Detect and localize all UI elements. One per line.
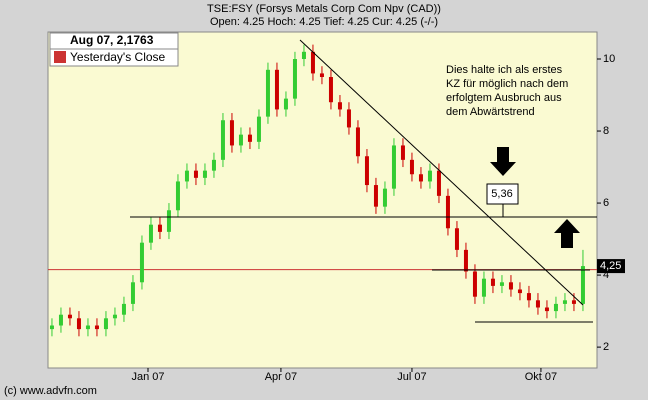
candle-body xyxy=(130,282,135,304)
candle-body xyxy=(76,318,81,330)
candle-body xyxy=(499,282,504,286)
candle-body xyxy=(544,307,549,312)
copyright: (c) www.advfn.com xyxy=(4,385,97,397)
candle-body xyxy=(571,300,576,304)
x-tick-label: Jan 07 xyxy=(131,371,164,383)
candle-body xyxy=(202,170,207,178)
candle-body xyxy=(436,170,441,196)
candle-body xyxy=(112,314,117,319)
legend: Aug 07, 2,1763 Yesterday's Close xyxy=(49,32,179,67)
x-tick-label: Okt 07 xyxy=(525,371,557,383)
chart-title: TSE:FSY (Forsys Metals Corp Com Npv (CAD… xyxy=(207,3,441,15)
y-tick-label: 4 xyxy=(603,269,609,281)
candle-body xyxy=(58,314,63,326)
x-tick-label: Apr 07 xyxy=(265,371,297,383)
candle-body xyxy=(220,120,225,160)
candle-body xyxy=(337,102,342,110)
candle-body xyxy=(94,325,99,330)
candle-body xyxy=(139,242,144,283)
candle-body xyxy=(382,188,387,207)
candle-body xyxy=(562,300,567,304)
legend-row xyxy=(49,48,179,67)
legend-label: Yesterday's Close xyxy=(70,50,166,64)
y-tick-label: 6 xyxy=(603,197,609,209)
candle-body xyxy=(85,325,90,330)
candle-body xyxy=(319,73,324,78)
annotation-line: KZ für möglich nach dem xyxy=(446,78,568,90)
legend-swatch xyxy=(54,51,66,63)
chart-subtitle: Open: 4.25 Hoch: 4.25 Tief: 4.25 Cur: 4.… xyxy=(210,16,438,28)
candle-body xyxy=(427,170,432,182)
annotation-line: dem Abwärtstrend xyxy=(446,106,535,118)
candle-body xyxy=(67,314,72,319)
annotation-line: Dies halte ich als erstes xyxy=(446,64,563,76)
candle-body xyxy=(328,77,333,103)
candle-body xyxy=(472,271,477,297)
candle-body xyxy=(283,98,288,110)
candle-body xyxy=(121,303,126,315)
y-tick-label: 2 xyxy=(603,341,609,353)
candle-body xyxy=(175,181,180,211)
candle-body xyxy=(211,159,216,171)
candle-body xyxy=(346,109,351,128)
candle-body xyxy=(274,69,279,110)
candle-body xyxy=(364,156,369,186)
candle-body xyxy=(148,224,153,243)
candle-body xyxy=(184,170,189,182)
candle-body xyxy=(535,300,540,308)
candle-body xyxy=(49,325,54,330)
candle-body xyxy=(400,145,405,160)
candle-body xyxy=(193,170,198,178)
down-arrow xyxy=(490,147,516,176)
candle-body xyxy=(166,210,171,232)
candle-body xyxy=(157,224,162,232)
candle-body xyxy=(445,195,450,229)
candle-body xyxy=(310,51,315,74)
candle-body xyxy=(355,127,360,157)
candle-body xyxy=(247,134,252,142)
last-price-box xyxy=(597,259,625,274)
trend-line xyxy=(299,39,584,306)
x-tick-label: Jul 07 xyxy=(397,371,426,383)
candle-body xyxy=(292,59,297,99)
candle-body xyxy=(553,303,558,312)
candle-body xyxy=(580,266,585,304)
candle-body xyxy=(409,159,414,175)
candle-body xyxy=(526,293,531,301)
candle-body xyxy=(301,51,306,60)
annotation: Dies halte ich als erstes KZ für möglich… xyxy=(446,64,568,118)
candle-body xyxy=(481,278,486,297)
y-tick-label: 10 xyxy=(603,53,615,65)
annotation-line: erfolgtem Ausbruch aus xyxy=(446,92,562,104)
candle-body xyxy=(256,116,261,142)
legend-date: Aug 07, 2,1763 xyxy=(70,33,154,47)
candle-body xyxy=(391,145,396,189)
y-tick-label: 8 xyxy=(603,125,609,137)
candle-body xyxy=(373,185,378,207)
callout-text: 5,36 xyxy=(491,188,512,200)
last-price-label: 4,25 xyxy=(600,260,621,272)
candle-body xyxy=(229,120,234,146)
candle-body xyxy=(490,278,495,286)
candle-body xyxy=(265,69,270,117)
candle-body xyxy=(454,228,459,250)
up-arrow xyxy=(554,219,580,248)
candle-body xyxy=(418,174,423,182)
candle-body xyxy=(508,282,513,290)
candle-body xyxy=(517,289,522,294)
candle-body xyxy=(463,249,468,272)
plot-layer xyxy=(48,44,597,337)
candle-body xyxy=(238,134,243,146)
candle-body xyxy=(103,318,108,330)
